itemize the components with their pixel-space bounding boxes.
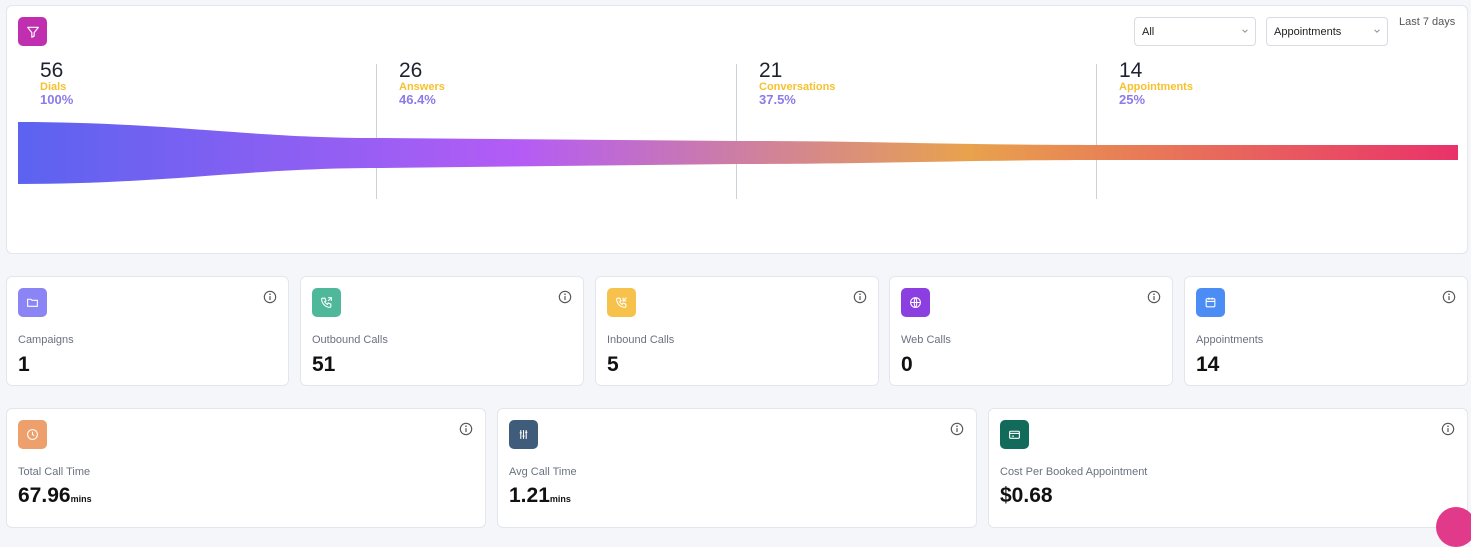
sliders-icon <box>509 420 538 449</box>
chevron-down-icon <box>1374 29 1380 33</box>
folder-icon <box>18 288 47 317</box>
stat-value: 0 <box>901 353 913 376</box>
stat-label: Outbound Calls <box>312 334 388 346</box>
stat-label: Campaigns <box>18 334 74 346</box>
info-icon[interactable] <box>459 422 473 436</box>
stat-label: Cost Per Booked Appointment <box>1000 466 1148 478</box>
info-icon[interactable] <box>1147 290 1161 304</box>
stat-value: 67.96mins <box>18 484 92 508</box>
stage-percent: 100% <box>40 92 74 107</box>
filter-select-value: All <box>1142 25 1155 38</box>
stat-card-web-calls: Web Calls 0 <box>889 276 1173 386</box>
stat-label: Appointments <box>1196 334 1264 346</box>
funnel-stage-conversations: 21 Conversations 37.5% <box>759 59 836 107</box>
info-icon[interactable] <box>263 290 277 304</box>
stat-value: 5 <box>607 353 619 376</box>
info-icon[interactable] <box>950 422 964 436</box>
stage-percent: 25% <box>1119 92 1146 107</box>
chevron-down-icon <box>1242 29 1248 33</box>
period-label: Last 7 days <box>1399 16 1456 28</box>
stat-card-outbound-calls: Outbound Calls 51 <box>300 276 584 386</box>
stage-value: 21 <box>759 59 783 82</box>
info-icon[interactable] <box>853 290 867 304</box>
stage-label: Appointments <box>1119 81 1193 93</box>
info-icon[interactable] <box>558 290 572 304</box>
stat-number: 67.96 <box>18 484 71 507</box>
stat-value: 1 <box>18 353 30 376</box>
stat-number: 1.21 <box>509 484 550 507</box>
stat-label: Avg Call Time <box>509 466 577 478</box>
stat-label: Total Call Time <box>18 466 91 478</box>
stat-card-avg-call-time: Avg Call Time 1.21mins <box>497 408 977 528</box>
funnel-icon <box>18 17 47 46</box>
stat-value: $0.68 <box>1000 484 1053 508</box>
globe-icon <box>901 288 930 317</box>
stage-percent: 46.4% <box>399 92 436 107</box>
stage-value: 14 <box>1119 59 1143 82</box>
phone-outgoing-icon <box>312 288 341 317</box>
stat-label: Web Calls <box>901 334 951 346</box>
metric-select[interactable]: Appointments <box>1266 17 1388 46</box>
funnel-stage-dials: 56 Dials 100% <box>40 59 74 107</box>
calendar-icon <box>1196 288 1225 317</box>
clock-icon <box>18 420 47 449</box>
funnel-flow-shape <box>18 122 1458 184</box>
stat-number: $0.68 <box>1000 484 1053 507</box>
stat-card-total-call-time: Total Call Time 67.96mins <box>6 408 486 528</box>
stat-card-campaigns: Campaigns 1 <box>6 276 289 386</box>
stage-divider <box>1096 64 1097 199</box>
stat-unit: mins <box>549 494 571 504</box>
stat-card-cost-per-booked-appointment: Cost Per Booked Appointment $0.68 <box>988 408 1468 528</box>
stage-divider <box>376 64 377 199</box>
info-icon[interactable] <box>1441 422 1455 436</box>
funnel-stage-appointments: 14 Appointments 25% <box>1119 59 1193 107</box>
phone-incoming-icon <box>607 288 636 317</box>
funnel-stage-answers: 26 Answers 46.4% <box>399 59 445 107</box>
metric-select-value: Appointments <box>1274 25 1342 38</box>
stat-unit: mins <box>70 494 92 504</box>
stat-value: 51 <box>312 353 336 376</box>
info-icon[interactable] <box>1442 290 1456 304</box>
stat-card-inbound-calls: Inbound Calls 5 <box>595 276 879 386</box>
stage-percent: 37.5% <box>759 92 796 107</box>
filter-select[interactable]: All <box>1134 17 1256 46</box>
stage-label: Answers <box>399 81 445 93</box>
stat-card-appointments: Appointments 14 <box>1184 276 1468 386</box>
stage-label: Conversations <box>759 81 836 93</box>
funnel-card: All Appointments Last 7 days 56 Dials 10… <box>6 5 1468 254</box>
chat-launcher-button[interactable] <box>1436 507 1471 547</box>
stat-value: 1.21mins <box>509 484 571 508</box>
stage-divider <box>736 64 737 199</box>
stat-label: Inbound Calls <box>607 334 675 346</box>
stat-value: 14 <box>1196 353 1220 376</box>
stage-value: 56 <box>40 59 64 82</box>
credit-card-icon <box>1000 420 1029 449</box>
stage-label: Dials <box>40 81 67 93</box>
stage-value: 26 <box>399 59 423 82</box>
